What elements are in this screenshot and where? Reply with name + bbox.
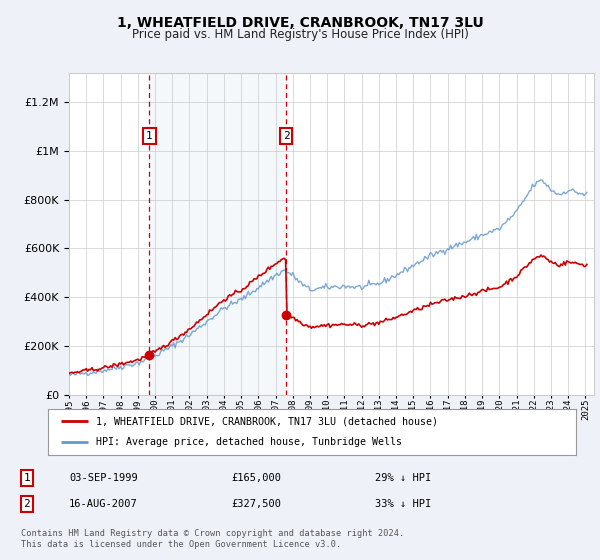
Text: 2: 2 <box>23 498 31 508</box>
Text: 16-AUG-2007: 16-AUG-2007 <box>69 498 138 508</box>
Text: Price paid vs. HM Land Registry's House Price Index (HPI): Price paid vs. HM Land Registry's House … <box>131 28 469 41</box>
Text: 29% ↓ HPI: 29% ↓ HPI <box>375 473 431 483</box>
Text: 1: 1 <box>23 473 31 483</box>
Text: 03-SEP-1999: 03-SEP-1999 <box>69 473 138 483</box>
Text: This data is licensed under the Open Government Licence v3.0.: This data is licensed under the Open Gov… <box>21 540 341 549</box>
Text: HPI: Average price, detached house, Tunbridge Wells: HPI: Average price, detached house, Tunb… <box>95 437 401 447</box>
Text: 1, WHEATFIELD DRIVE, CRANBROOK, TN17 3LU (detached house): 1, WHEATFIELD DRIVE, CRANBROOK, TN17 3LU… <box>95 416 437 426</box>
Text: 2: 2 <box>283 131 290 141</box>
Bar <box>149 73 286 395</box>
Text: £165,000: £165,000 <box>231 473 281 483</box>
Text: Contains HM Land Registry data © Crown copyright and database right 2024.: Contains HM Land Registry data © Crown c… <box>21 529 404 538</box>
Text: 1, WHEATFIELD DRIVE, CRANBROOK, TN17 3LU: 1, WHEATFIELD DRIVE, CRANBROOK, TN17 3LU <box>116 16 484 30</box>
Text: £327,500: £327,500 <box>231 498 281 508</box>
Text: 1: 1 <box>146 131 153 141</box>
Text: 33% ↓ HPI: 33% ↓ HPI <box>375 498 431 508</box>
